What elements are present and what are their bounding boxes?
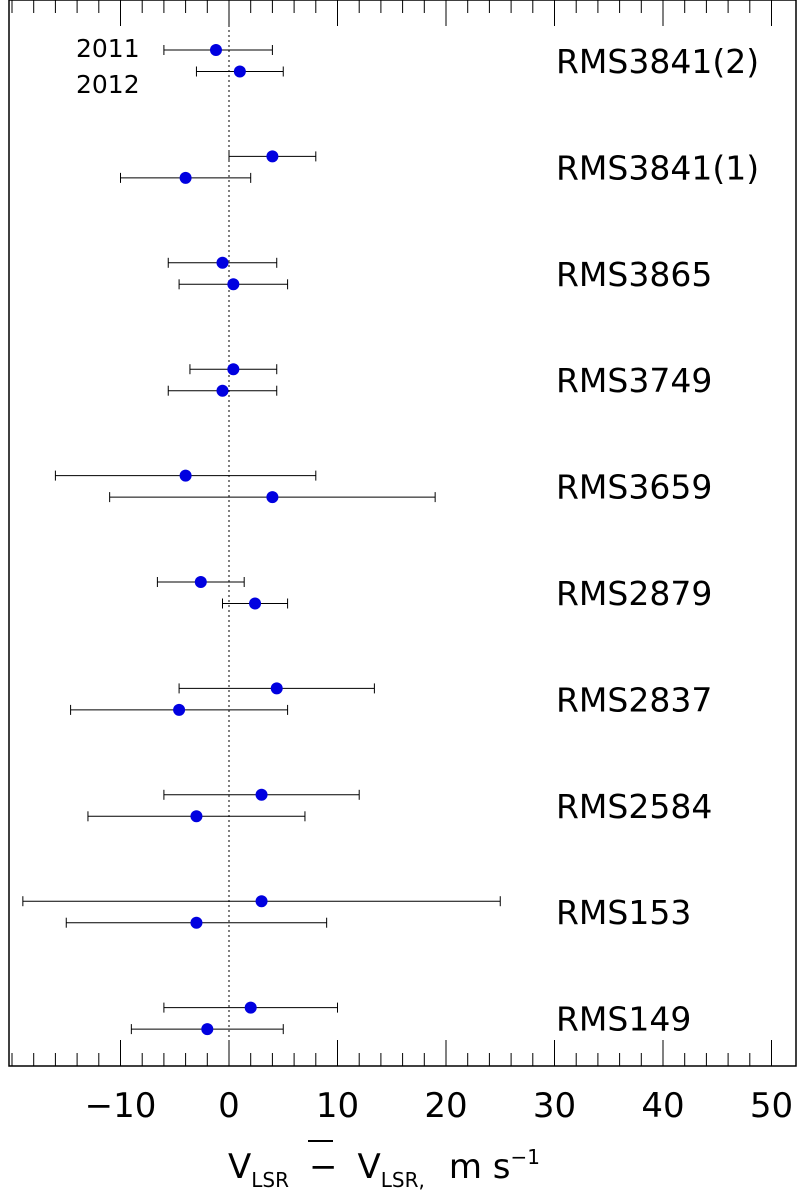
source-label-7: RMS2584 xyxy=(556,787,712,826)
year-label-2011: 2011 xyxy=(76,34,140,63)
data-point xyxy=(255,788,268,801)
data-point xyxy=(194,576,207,588)
source-label-9: RMS149 xyxy=(556,1000,691,1039)
data-point xyxy=(216,384,229,397)
x-label-sub1: LSR xyxy=(251,1168,289,1192)
error-bar-RMS3865-2011 xyxy=(167,256,278,269)
x-label-minus: − xyxy=(309,1147,338,1187)
error-bar-RMS3659-2012 xyxy=(109,491,436,504)
x-label-v1: V xyxy=(228,1147,251,1187)
error-bar-RMS2879-2012 xyxy=(221,597,289,610)
error-bar-RMS2837-2011 xyxy=(178,682,375,695)
data-point xyxy=(233,65,246,78)
source-label-3: RMS3749 xyxy=(556,361,712,400)
error-bar-RMS3659-2011 xyxy=(54,469,317,482)
error-bar-RMS153-2011 xyxy=(22,895,501,908)
x-tick-label-5: 40 xyxy=(641,1086,684,1126)
x-tick-label-3: 20 xyxy=(424,1086,467,1126)
source-label-1: RMS3841(1) xyxy=(556,148,759,187)
source-label-4: RMS3659 xyxy=(556,468,712,507)
data-point xyxy=(201,1023,214,1036)
x-label-sub2: LSR xyxy=(381,1168,419,1192)
data-point xyxy=(227,363,240,376)
x-minor-ticks xyxy=(11,0,751,1066)
error-bar-RMS3841(2)-2011 xyxy=(163,44,273,56)
data-point xyxy=(255,895,268,908)
data-point xyxy=(244,1001,257,1014)
x-tick-labels: −10 0 10 20 30 40 50 xyxy=(85,1086,794,1126)
x-tick-label-2: 10 xyxy=(316,1086,359,1126)
year-label-2012: 2012 xyxy=(76,70,140,99)
source-label-0: RMS3841(2) xyxy=(556,42,759,81)
data-point xyxy=(216,256,229,269)
source-label-6: RMS2837 xyxy=(556,680,712,719)
x-tick-label-0: −10 xyxy=(85,1086,157,1126)
x-label-sup: −1 xyxy=(511,1145,540,1169)
error-bar-RMS2584-2012 xyxy=(87,810,306,823)
data-point xyxy=(179,469,192,482)
data-point xyxy=(266,150,279,163)
x-axis-label: VLSR − VLSR, m s−1 xyxy=(228,1145,540,1192)
data-point xyxy=(249,597,262,610)
data-point xyxy=(179,171,192,184)
x-label-comma: , xyxy=(419,1168,425,1192)
data-point xyxy=(190,810,203,823)
x-major-ticks xyxy=(120,0,772,1066)
data-point xyxy=(227,278,240,291)
data-point xyxy=(266,491,279,504)
error-bar-RMS149-2011 xyxy=(163,1001,338,1014)
error-bar-RMS3841(1)-2012 xyxy=(120,171,252,184)
error-bar-RMS149-2012 xyxy=(130,1023,284,1036)
source-label-2: RMS3865 xyxy=(556,255,712,294)
source-label-8: RMS153 xyxy=(556,893,691,932)
error-bar-RMS3749-2012 xyxy=(167,384,278,397)
data-point xyxy=(173,703,186,716)
x-label-unit: m s xyxy=(449,1147,511,1187)
data-point xyxy=(190,916,203,929)
error-bar-RMS2837-2012 xyxy=(70,703,289,716)
error-bar-RMS3749-2011 xyxy=(189,363,278,376)
error-bar-RMS2584-2011 xyxy=(163,788,360,801)
error-bar-RMS3841(1)-2011 xyxy=(228,150,317,163)
error-bar-series xyxy=(22,44,501,1036)
x-tick-label-1: 0 xyxy=(218,1086,240,1126)
error-bar-RMS2879-2011 xyxy=(156,576,245,588)
error-bar-RMS3865-2012 xyxy=(178,278,289,291)
error-bar-RMS3841(2)-2012 xyxy=(195,65,284,78)
x-tick-label-4: 30 xyxy=(533,1086,576,1126)
source-labels: RMS3841(2) RMS3841(1) RMS3865 RMS3749 RMS365… xyxy=(556,42,759,1039)
error-bar-RMS153-2012 xyxy=(65,916,328,929)
data-point xyxy=(209,44,222,56)
source-label-5: RMS2879 xyxy=(556,574,712,613)
x-tick-label-6: 50 xyxy=(750,1086,793,1126)
data-point xyxy=(270,682,283,695)
x-label-v2: V xyxy=(358,1147,381,1187)
